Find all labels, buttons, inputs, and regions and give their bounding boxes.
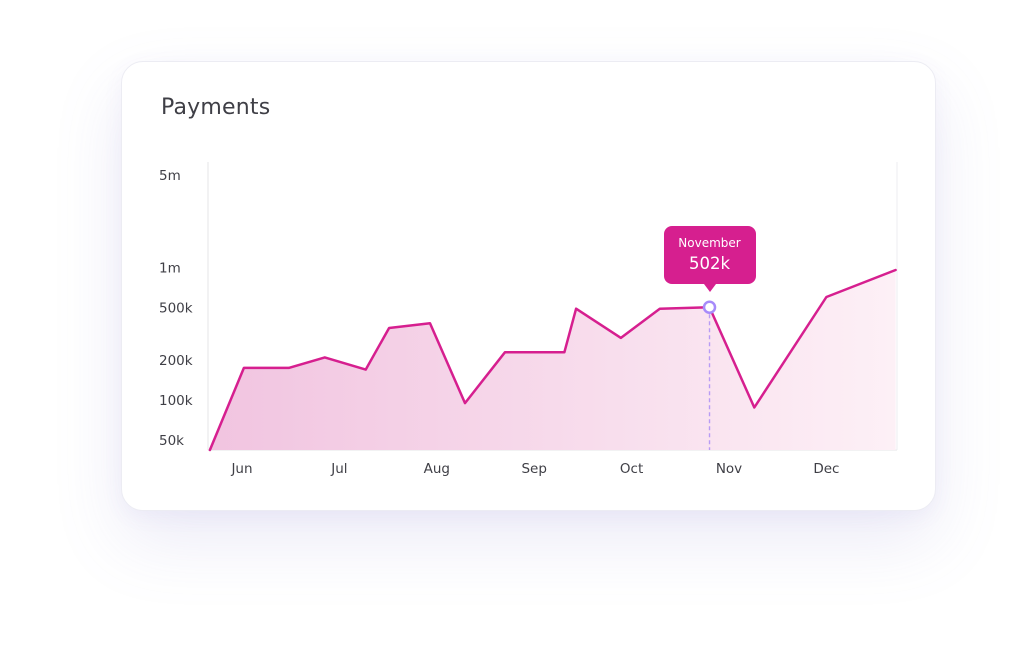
y-tick-label: 1m [159, 261, 181, 277]
x-tick-label: Nov [716, 461, 742, 477]
x-tick-label: Dec [813, 461, 839, 477]
series-line [208, 268, 897, 452]
y-tick-label: 5m [159, 168, 181, 184]
x-tick-label: Sep [521, 461, 546, 477]
y-tick-label: 200k [159, 353, 193, 369]
highlight-tooltip: November 502k [663, 226, 756, 293]
y-tick-label: 100k [159, 393, 193, 409]
card-title: Payments [161, 95, 271, 120]
y-tick-label: 50k [159, 433, 184, 449]
payments-card: Payments 5m 1m 500k 200k 100k 50k Jun Jul Aug Se… [121, 61, 936, 511]
payments-chart: 5m 1m 500k 200k 100k 50k Jun Jul Aug Sep Oct Nov De… [159, 162, 898, 477]
x-axis-ticks: Jun Jul Aug Sep Oct Nov Dec [230, 461, 839, 477]
tooltip-label: November [678, 236, 741, 251]
x-tick-label: Aug [424, 461, 450, 477]
x-tick-label: Jun [230, 461, 252, 477]
highlight-point-marker[interactable] [702, 300, 717, 315]
y-tick-label: 500k [159, 301, 193, 317]
tooltip-value: 502k [688, 254, 731, 274]
series-area [209, 270, 896, 450]
x-tick-label: Jul [330, 461, 347, 477]
x-tick-label: Oct [620, 461, 643, 477]
y-axis-ticks: 5m 1m 500k 200k 100k 50k [159, 168, 193, 449]
